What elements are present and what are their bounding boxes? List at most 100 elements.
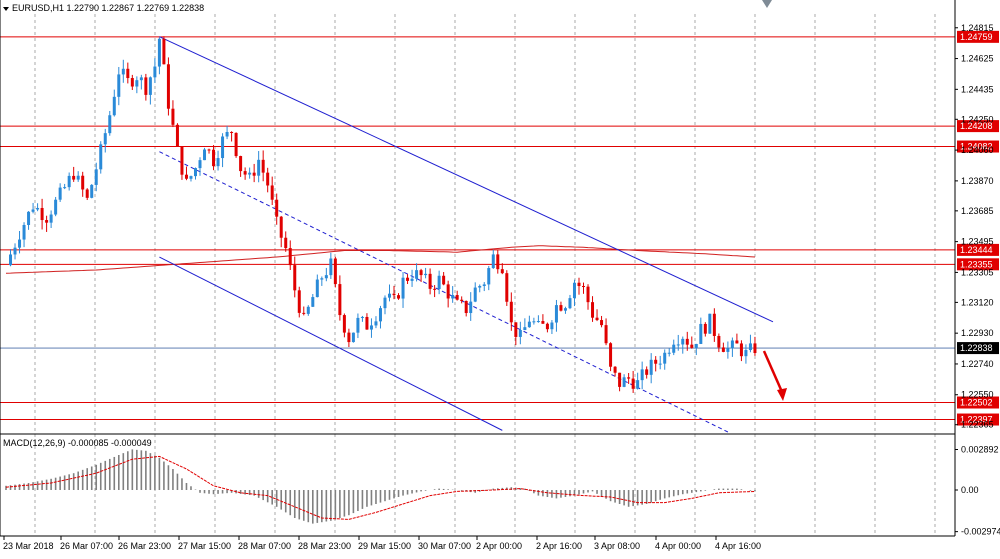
level-tag <box>957 396 999 409</box>
candle-body <box>518 330 522 337</box>
candle-body <box>184 174 188 179</box>
candle-body <box>36 207 40 210</box>
candle-body <box>685 338 689 345</box>
time-tick-label: 30 Mar 07:00 <box>418 541 471 551</box>
candle-body <box>406 277 410 281</box>
candle-body <box>618 372 622 387</box>
candle-body <box>690 344 694 348</box>
candle-body <box>739 343 743 357</box>
time-tick-label: 3 Apr 08:00 <box>594 541 640 551</box>
candle-body <box>514 322 518 337</box>
candle-body <box>663 352 667 364</box>
candle-body <box>536 321 540 323</box>
candle-body <box>117 74 121 97</box>
candle-body <box>563 308 567 311</box>
candle-body <box>293 265 297 291</box>
candle-body <box>63 187 67 189</box>
price-tick-label: 1.23870 <box>961 176 994 186</box>
candle-body <box>460 299 464 301</box>
candle-body <box>31 209 35 212</box>
candle-body <box>658 363 662 365</box>
candle-body <box>437 275 441 290</box>
candle-body <box>261 159 265 173</box>
candle-body <box>171 108 175 125</box>
candle-body <box>162 38 166 65</box>
candle-body <box>591 302 595 318</box>
candle-body <box>369 325 373 330</box>
macd-tick-label: 0.00 <box>961 485 979 495</box>
price-tick-label: 1.22550 <box>961 390 994 400</box>
candle-body <box>67 175 71 188</box>
candle-body <box>9 254 13 266</box>
price-tick-label: 1.22365 <box>961 420 994 430</box>
macd-tick-label: -0.002974 <box>961 527 1000 537</box>
candle-body <box>640 369 644 381</box>
candle-body <box>721 347 725 352</box>
candle-body <box>338 284 342 316</box>
candle-body <box>297 290 301 313</box>
candle-body <box>509 301 513 323</box>
candle-body <box>180 146 184 175</box>
candle-body <box>324 275 328 279</box>
horizontal-levels[interactable]: 1.24759 1.24208 1.24082 1.23444 1.23355 1.225… <box>0 30 999 426</box>
candle-body <box>94 169 98 185</box>
forecast-arrow-head-icon <box>777 387 788 401</box>
time-tick-label: 23 Mar 2018 <box>3 541 54 551</box>
candle-body <box>730 340 734 349</box>
level-tag-label: 1.22502 <box>960 398 993 408</box>
collapse-triangle-icon[interactable] <box>3 7 9 11</box>
candle-body <box>631 378 635 389</box>
candle-body <box>81 175 85 190</box>
candle-body <box>600 320 604 326</box>
level-tag <box>957 243 999 256</box>
level-tag-label: 1.24082 <box>960 142 993 152</box>
candle-body <box>275 199 279 217</box>
level-tag-label: 1.22397 <box>960 415 993 425</box>
candle-body <box>198 160 202 169</box>
candle-body <box>388 293 391 298</box>
candle-body <box>234 132 238 157</box>
candle-body <box>595 317 599 321</box>
moving-average-line <box>5 245 756 274</box>
candle-body <box>279 216 283 238</box>
macd-tick-label: 0.002892 <box>961 445 999 455</box>
candle-body <box>306 306 310 314</box>
scroll-marker-icon[interactable] <box>762 0 772 8</box>
candle-body <box>469 301 473 314</box>
candle-body <box>248 172 252 175</box>
time-tick-label: 4 Apr 16:00 <box>715 541 761 551</box>
candle-body <box>541 321 545 324</box>
candle-body <box>266 172 270 186</box>
moving-average <box>5 245 756 274</box>
candle-body <box>13 247 17 255</box>
candle-body <box>500 269 504 274</box>
candle-body <box>252 172 256 176</box>
candle-body <box>446 284 450 299</box>
candle-body <box>726 348 730 352</box>
candle-body <box>270 185 274 200</box>
time-tick-label: 29 Mar 15:00 <box>358 541 411 551</box>
time-tick-label: 26 Mar 23:00 <box>118 541 171 551</box>
candle-body <box>654 359 658 364</box>
candle-body <box>148 77 152 95</box>
candle-body <box>703 323 707 334</box>
channel-lower-line <box>159 256 503 431</box>
price-tick-label: 1.22930 <box>961 328 994 338</box>
candle-body <box>230 131 234 133</box>
candle-body <box>315 279 319 298</box>
candle-body <box>392 293 396 296</box>
candle-body <box>121 68 125 75</box>
time-tick-label: 2 Apr 00:00 <box>476 541 522 551</box>
price-tick-label: 1.24625 <box>961 54 994 64</box>
candle-body <box>609 343 613 367</box>
candle-body <box>636 380 640 389</box>
level-tag <box>957 413 999 426</box>
candle-body <box>108 115 112 134</box>
candle-body <box>753 343 757 354</box>
candle-body <box>333 258 337 285</box>
candle-body <box>126 68 130 79</box>
candle-body <box>604 325 608 344</box>
candle-body <box>419 270 423 276</box>
